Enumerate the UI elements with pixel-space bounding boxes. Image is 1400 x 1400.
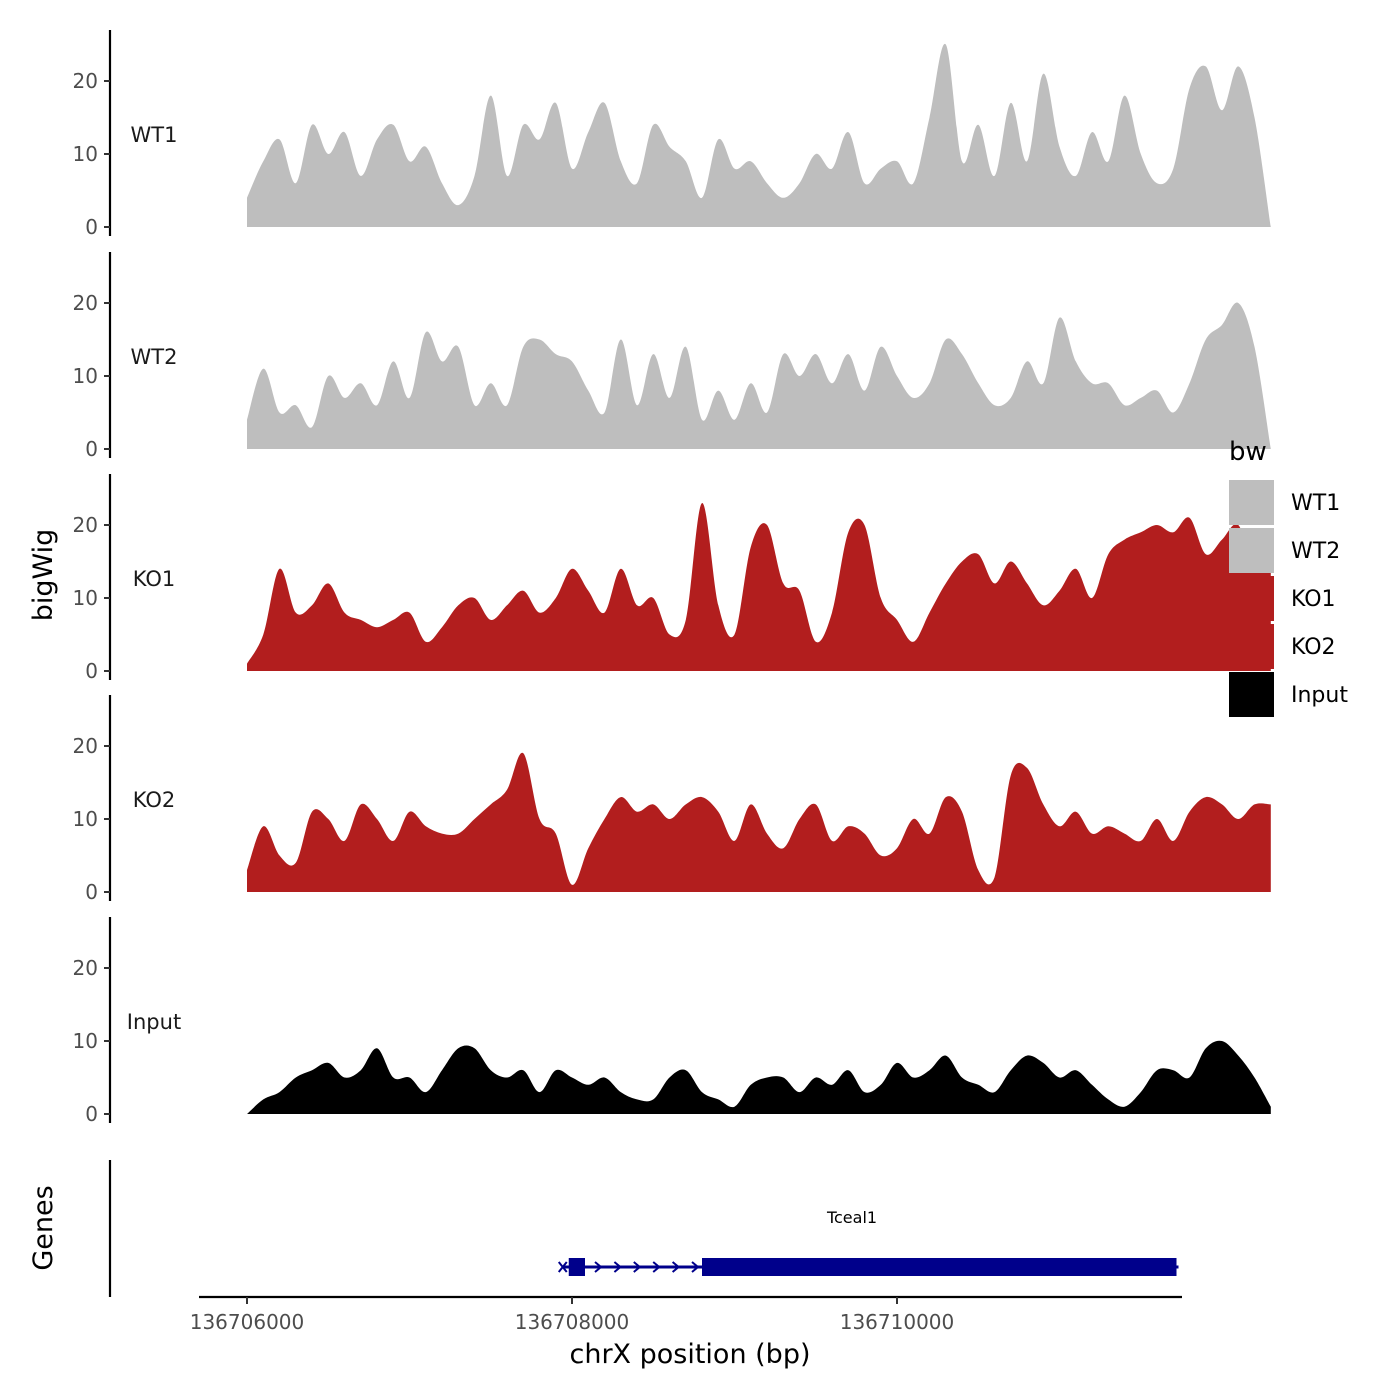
gene-exon-2 (702, 1258, 1177, 1276)
legend-swatch-ko2 (1229, 624, 1274, 669)
track-wt1: 0 10 20 WT1 (73, 30, 1271, 239)
y-tick-label-input-20: 20 (73, 956, 98, 980)
legend-label-wt1: WT1 (1291, 491, 1340, 516)
y-tick-label-wt2-20: 20 (73, 291, 98, 315)
x-axis: 136706000 136708000 136710000 (190, 1295, 1182, 1334)
y-tick-label-ko2-20: 20 (73, 734, 98, 758)
y-tick-label-wt2-10: 10 (73, 364, 98, 388)
y-tick-label-input-10: 10 (73, 1029, 98, 1053)
y-tick-label-ko1-0: 0 (85, 659, 98, 683)
y-tick-label-wt1-10: 10 (73, 142, 98, 166)
track-label-wt2: WT2 (131, 345, 178, 369)
gene-strand-arrow (613, 1261, 622, 1273)
legend-label-ko2: KO2 (1291, 635, 1336, 660)
y-tick-label-ko2-10: 10 (73, 807, 98, 831)
legend-swatch-wt1 (1229, 480, 1274, 525)
y-axis-title: bigWig (28, 529, 59, 622)
x-tick-label-136706000: 136706000 (190, 1310, 305, 1334)
track-label-wt1: WT1 (131, 123, 178, 147)
track-wt2: 0 10 20 WT2 (73, 252, 1271, 461)
area-wt1 (247, 43, 1271, 227)
y-tick-label-ko1-20: 20 (73, 513, 98, 537)
gene-tceal1: Tceal1 (557, 1208, 1179, 1276)
gene-strand-arrow (691, 1261, 700, 1273)
track-input: 0 10 20 Input (73, 917, 1271, 1126)
x-tick-label-136710000: 136710000 (840, 1310, 955, 1334)
y-tick-label-wt2-0: 0 (85, 437, 98, 461)
legend-label-input: Input (1291, 683, 1348, 708)
legend-swatch-input (1229, 672, 1274, 717)
bigwig-tracks: 0 10 20 WT1 0 10 20 WT2 0 10 20 KO1 0 10 20 KO2 0 10 20 Inp… (73, 30, 1271, 1126)
y-tick-label-wt1-20: 20 (73, 69, 98, 93)
x-axis-title: chrX position (bp) (569, 1339, 810, 1370)
gene-label: Tceal1 (826, 1208, 877, 1227)
legend-swatch-ko1 (1229, 576, 1274, 621)
track-label-ko1: KO1 (133, 567, 176, 591)
area-ko1 (247, 503, 1271, 671)
legend-swatch-wt2 (1229, 528, 1274, 573)
genes-axis-title: Genes (28, 1185, 59, 1270)
legend-title: bw (1229, 437, 1267, 467)
area-ko2 (247, 752, 1271, 892)
track-label-ko2: KO2 (133, 788, 176, 812)
y-tick-label-input-0: 0 (85, 1102, 98, 1126)
gene-start-marker (557, 1261, 568, 1273)
gene-exon-1 (568, 1258, 585, 1276)
track-label-input: Input (127, 1010, 181, 1034)
x-tick-label-136708000: 136708000 (515, 1310, 630, 1334)
y-tick-label-wt1-0: 0 (85, 215, 98, 239)
y-tick-label-ko1-10: 10 (73, 586, 98, 610)
legend-label-ko1: KO1 (1291, 587, 1336, 612)
legend-label-wt2: WT2 (1291, 539, 1340, 564)
area-wt2 (247, 302, 1271, 449)
gene-strand-arrow (594, 1261, 603, 1273)
genes-panel: Tceal1 (108, 1160, 1179, 1297)
track-ko1: 0 10 20 KO1 (73, 474, 1271, 683)
gene-strand-arrow (633, 1261, 642, 1273)
y-tick-label-ko2-0: 0 (85, 880, 98, 904)
legend: bw WT1 WT2 KO1 KO2 Input (1229, 437, 1348, 717)
area-input (247, 1040, 1271, 1114)
track-ko2: 0 10 20 KO2 (73, 695, 1271, 904)
gene-strand-arrow (671, 1261, 681, 1273)
gene-strand-arrow (652, 1261, 661, 1273)
